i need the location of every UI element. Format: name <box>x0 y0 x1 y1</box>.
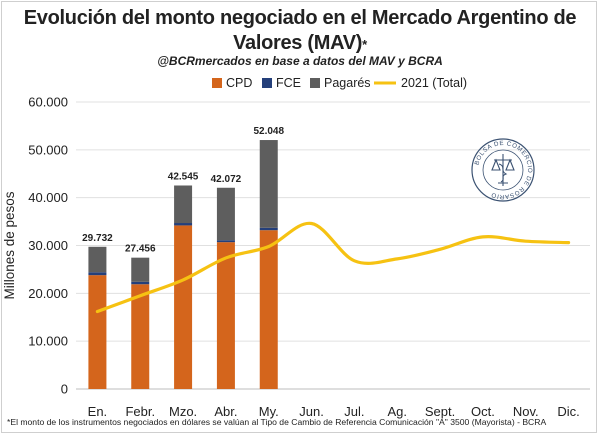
x-tick-label: Abr. <box>214 404 237 419</box>
y-tick-label: 60.000 <box>28 95 68 110</box>
bar-segment-cpd <box>216 242 235 389</box>
line-2021-total <box>95 221 571 314</box>
title-asterisk: * <box>362 37 367 52</box>
y-tick-label: 40.000 <box>28 190 68 205</box>
y-tick-label: 30.000 <box>28 238 68 253</box>
bar-segment-cpd <box>88 275 107 389</box>
bar-segment-fce <box>174 223 193 226</box>
legend-swatch <box>310 78 320 88</box>
legend-label: Pagarés <box>324 76 371 90</box>
bar-segment-fce <box>88 272 107 276</box>
x-tick-label: En. <box>88 404 108 419</box>
bar-segment-pagares <box>174 185 193 224</box>
x-tick-label: Dic. <box>557 404 579 419</box>
legend-swatch <box>212 78 222 88</box>
footnote: *El monto de los instrumentos negociados… <box>7 417 547 427</box>
bar-segment-cpd <box>259 230 278 389</box>
y-tick-label: 10.000 <box>28 334 68 349</box>
bar-total-label: 52.048 <box>253 126 284 137</box>
chart-title-line2-text: Valores (MAV) <box>233 32 363 54</box>
bar-segment-fce <box>216 240 235 243</box>
legend-label: CPD <box>226 76 252 90</box>
bar-segment-pagares <box>259 140 278 228</box>
y-tick-label: 50.000 <box>28 142 68 157</box>
bar-segment-cpd <box>131 284 150 389</box>
y-tick-label: 0 <box>61 382 68 397</box>
bar-total-label: 42.545 <box>168 171 199 182</box>
bar-segment-pagares <box>216 187 235 241</box>
x-tick-label: Febr. <box>125 404 155 419</box>
bar-total-label: 29.732 <box>82 233 113 244</box>
bcr-seal-logo: BOLSA DE COMERCIO DE ROSARIO <box>471 138 535 202</box>
chart-title-line2: Valores (MAV)* <box>0 31 600 57</box>
bar-segment-pagares <box>88 246 107 273</box>
chart-subtitle: @BCRmercados en base a datos del MAV y B… <box>157 54 443 68</box>
x-tick-label: Mzo. <box>169 404 197 419</box>
x-tick-label: My. <box>259 404 279 419</box>
x-tick-label: Ag. <box>387 404 407 419</box>
bar-segment-fce <box>259 227 278 231</box>
y-tick-label: 20.000 <box>28 286 68 301</box>
bar-segment-cpd <box>174 225 193 389</box>
bar-total-label: 42.072 <box>211 174 242 185</box>
legend-swatch <box>262 78 272 88</box>
bar-segment-fce <box>131 281 150 285</box>
x-tick-label: Oct. <box>471 404 495 419</box>
x-tick-label: Jun. <box>299 404 324 419</box>
legend-label: FCE <box>276 76 301 90</box>
x-tick-label: Sept. <box>425 404 455 419</box>
bar-total-label: 27.456 <box>125 244 156 255</box>
chart-title: Evolución del monto negociado en el Merc… <box>0 6 600 57</box>
x-tick-label: Jul. <box>344 404 364 419</box>
y-axis-label: Millones de pesos <box>2 191 17 299</box>
x-tick-label: Nov. <box>513 404 539 419</box>
bar-segment-pagares <box>131 257 150 282</box>
chart-title-line1: Evolución del monto negociado en el Merc… <box>23 7 577 29</box>
legend-label: 2021 (Total) <box>401 76 467 90</box>
